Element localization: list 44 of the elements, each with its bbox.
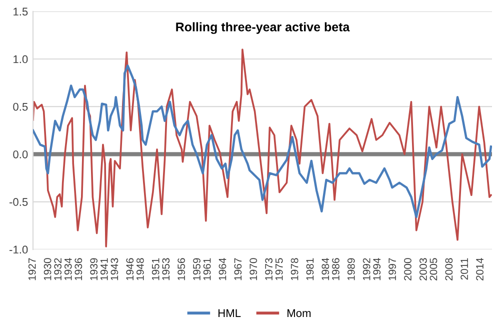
x-tick-label: 2011 (460, 258, 468, 280)
x-tick-label: 1959 (193, 258, 200, 280)
x-tick-label: 1967 (234, 258, 242, 280)
x-tick-label: 1973 (265, 258, 272, 280)
x-tick-label: 1992 (362, 258, 370, 280)
x-tick-label: 1961 (203, 258, 211, 280)
x-tick-label: 1934 (64, 258, 72, 280)
y-tick-label: 1.0 (14, 55, 28, 64)
x-tick-label: 1943 (110, 258, 118, 280)
x-tick-label: 2014 (476, 258, 484, 280)
x-tick-label: 1989 (347, 258, 355, 280)
line-series (33, 64, 492, 218)
x-tick-label: 1981 (306, 258, 314, 280)
x-tick-label: 1930 (44, 258, 52, 280)
x-tick-label: 1986 (332, 258, 340, 280)
x-tick-label: 1975 (275, 258, 283, 280)
x-tick-label: 1994 (373, 258, 381, 280)
x-tick-label: 1951 (152, 258, 160, 280)
x-tick-label: 2000 (404, 258, 412, 280)
x-tick-label: 2008 (445, 258, 453, 280)
x-tick-label: 2005 (430, 258, 438, 280)
x-tick-label: 1997 (388, 258, 396, 280)
x-tick-label: 1953 (162, 258, 170, 280)
x-tick-label: 1946 (126, 258, 134, 280)
text: Rolling three-year active beta (176, 22, 350, 34)
x-tick-label: 1978 (290, 258, 298, 280)
y-tick-label: 0.0 (13, 150, 28, 158)
x-tick-label: 1927 (28, 258, 36, 280)
x-tick-label: 1939 (90, 258, 98, 280)
y-tick-label: 1.5 (14, 8, 28, 16)
x-tick-label: 1970 (250, 258, 258, 280)
y-tick-label: 0.5 (13, 102, 28, 111)
legend-label: Mom (288, 309, 311, 318)
x-tick-label: 1956 (178, 258, 186, 280)
x-tick-label: 1964 (218, 258, 226, 280)
x-tick-label: 1932 (54, 258, 62, 280)
x-tick-label: 1941 (100, 258, 108, 280)
x-tick-label: 1984 (322, 258, 330, 280)
x-tick-label: 2003 (419, 258, 427, 280)
x-tick-label: 1948 (136, 258, 144, 280)
y-tick-label: -1.0 (9, 246, 28, 254)
x-tick-label: 1936 (74, 258, 82, 280)
y-tick-label: -0.5 (9, 198, 28, 206)
legend-label: HML (218, 309, 241, 317)
